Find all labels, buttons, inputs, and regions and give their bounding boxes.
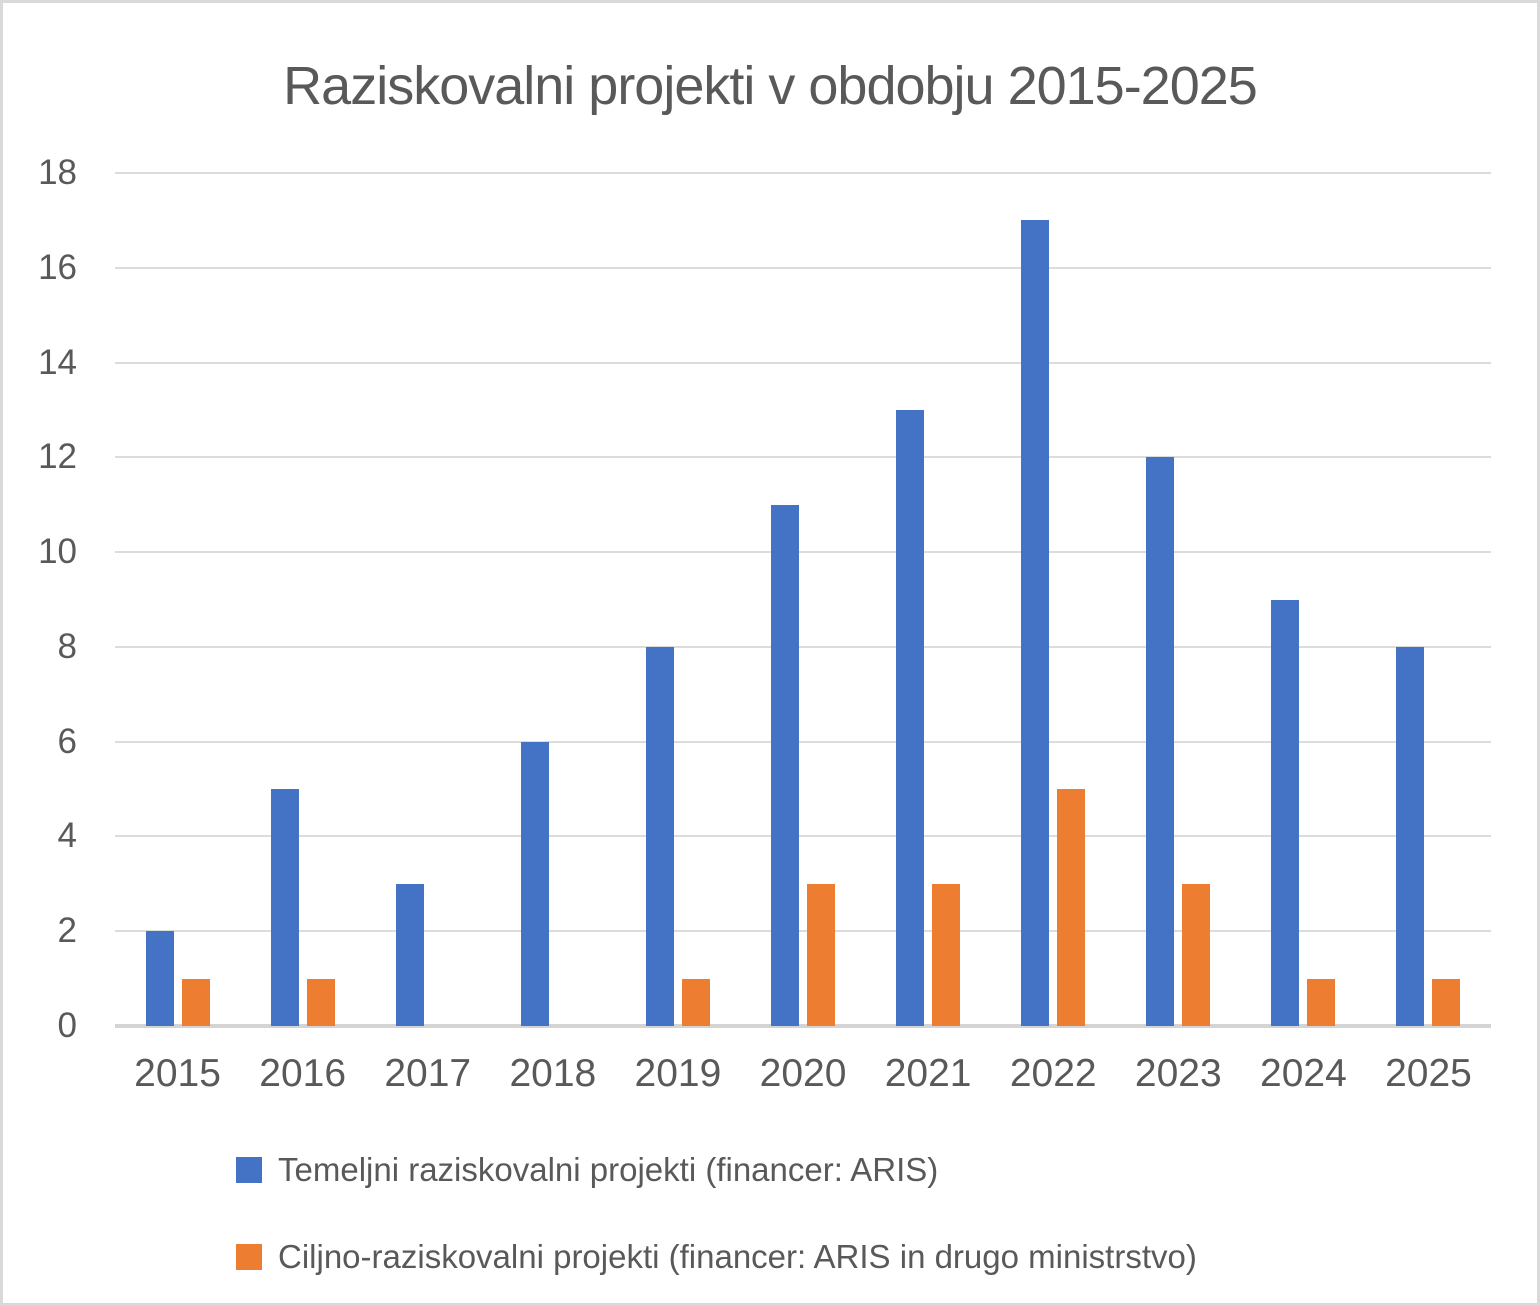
bar <box>1182 883 1211 1026</box>
bar <box>1057 789 1086 1026</box>
x-tick-label: 2025 <box>1385 1052 1472 1095</box>
legend: Temeljni raziskovalni projekti (financer… <box>236 1150 1197 1303</box>
bar <box>395 883 424 1026</box>
category-group <box>1366 173 1491 1026</box>
gridline <box>115 930 1491 933</box>
y-tick-label: 12 <box>38 437 77 477</box>
bar <box>807 883 836 1026</box>
legend-item: Temeljni raziskovalni projekti (financer… <box>236 1150 1197 1190</box>
y-tick-label: 10 <box>38 532 77 572</box>
category-group <box>740 173 865 1026</box>
category-group <box>490 173 615 1026</box>
category-group <box>991 173 1116 1026</box>
x-tick-label: 2023 <box>1134 1052 1222 1095</box>
x-tick-label: 2015 <box>134 1052 221 1095</box>
gridline <box>115 551 1491 554</box>
x-tick-label: 2017 <box>384 1052 472 1095</box>
y-tick-label: 16 <box>38 247 77 287</box>
gridline <box>115 266 1491 269</box>
legend-item: Ciljno-raziskovalni projekti (financer: … <box>236 1237 1197 1277</box>
y-tick-label: 14 <box>38 342 77 382</box>
bar <box>1396 646 1425 1026</box>
bar <box>1021 220 1050 1026</box>
y-tick-label: 18 <box>38 153 77 192</box>
x-tick-label: 2021 <box>884 1052 972 1095</box>
y-tick-label: 2 <box>57 911 77 951</box>
bar <box>1271 599 1300 1026</box>
gridline <box>115 172 1491 174</box>
bar <box>1307 978 1336 1026</box>
legend-swatch-icon <box>236 1244 262 1270</box>
category-group <box>115 173 240 1026</box>
bar <box>520 741 549 1026</box>
legend-label: Ciljno-raziskovalni projekti (financer: … <box>278 1238 1197 1275</box>
bar <box>1146 457 1175 1026</box>
x-tick-label: 2024 <box>1260 1052 1347 1095</box>
category-group <box>1116 173 1241 1026</box>
y-tick-label: 4 <box>57 816 77 856</box>
bar <box>645 646 674 1026</box>
gridline <box>115 835 1491 838</box>
category-group <box>615 173 740 1026</box>
category-group <box>365 173 490 1026</box>
bar <box>270 789 299 1026</box>
gridline <box>115 740 1491 743</box>
x-tick-label: 2019 <box>634 1052 722 1095</box>
y-tick-label: 8 <box>57 626 77 666</box>
x-tick-label: 2018 <box>509 1052 597 1095</box>
chart-title: Raziskovalni projekti v obdobju 2015-202… <box>283 56 1258 116</box>
gridline <box>115 645 1491 648</box>
legend-label: Temeljni raziskovalni projekti (financer… <box>278 1151 939 1188</box>
plot-area <box>115 172 1491 1028</box>
bar <box>771 504 800 1026</box>
x-axis-line <box>115 1024 1491 1028</box>
x-tick-label: 2020 <box>759 1052 847 1095</box>
y-tick-label: 0 <box>57 1006 77 1045</box>
bar <box>932 883 961 1026</box>
bar <box>896 409 925 1026</box>
x-axis: 2015 2016 2017 2018 2019 2020 2021 2022 2023 2024… <box>115 1050 1491 1098</box>
gridline <box>115 361 1491 364</box>
bar <box>306 978 335 1026</box>
category-group <box>240 173 365 1026</box>
bar <box>681 978 710 1026</box>
bar <box>1432 978 1461 1026</box>
bar <box>181 978 210 1026</box>
bar <box>145 931 174 1026</box>
x-tick-label: 2022 <box>1009 1052 1097 1095</box>
x-tick-label: 2016 <box>259 1052 347 1095</box>
legend-swatch-icon <box>236 1157 262 1183</box>
bars-row <box>115 173 1491 1026</box>
category-group <box>866 173 991 1026</box>
category-group <box>1241 173 1366 1026</box>
y-axis: 0 2 4 6 8 10 12 14 16 18 <box>3 153 77 1045</box>
gridline <box>115 456 1491 459</box>
y-tick-label: 6 <box>57 721 77 761</box>
